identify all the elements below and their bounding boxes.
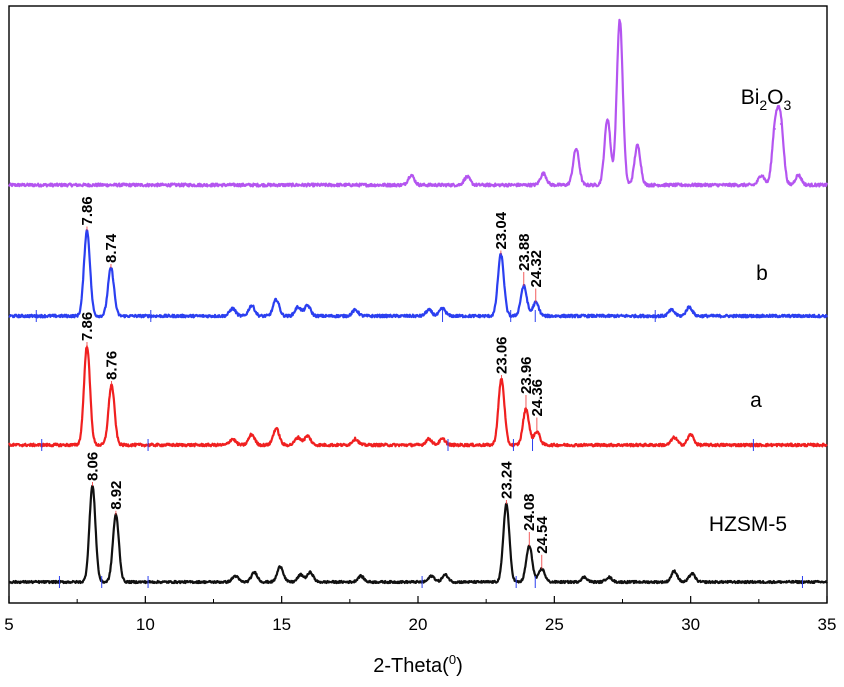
peak-point-bi2o3-10 bbox=[797, 174, 800, 176]
peak-point-bi2o3-6 bbox=[636, 144, 639, 147]
peak-point-bi2o3-9 bbox=[779, 123, 782, 125]
peak-label-b-1: 8.74 bbox=[103, 233, 120, 263]
x-axis-label-main: 2-Theta( bbox=[373, 655, 449, 677]
peak-point-b-9 bbox=[441, 307, 444, 310]
peak-point-hzsm5-15 bbox=[673, 570, 676, 572]
peak-label-a-1: 8.76 bbox=[104, 351, 121, 380]
peak-point-b-2 bbox=[231, 307, 234, 310]
peak-label-hzsm5-3: 24.08 bbox=[521, 493, 538, 531]
peak-point-hzsm5-16 bbox=[691, 572, 693, 575]
peak-point-b-13 bbox=[670, 309, 673, 311]
x-tick-label-1: 10 bbox=[136, 615, 155, 634]
peak-point-hzsm5-9 bbox=[444, 574, 447, 576]
series-line-bi2o3 bbox=[8, 18, 828, 188]
peak-label-a-4: 24.36 bbox=[529, 379, 546, 417]
peak-label-a-0: 7.86 bbox=[79, 312, 96, 341]
peak-point-a-14 bbox=[689, 433, 692, 436]
peak-point-a-9 bbox=[441, 438, 444, 440]
x-tick-label-4: 25 bbox=[545, 615, 564, 634]
peak-label-b-3: 23.88 bbox=[516, 233, 533, 271]
peak-point-hzsm5-5 bbox=[299, 574, 302, 576]
x-tick-label-0: 5 bbox=[4, 615, 13, 634]
peak-point-bi2o3-7 bbox=[760, 174, 763, 176]
x-axis-label-sup: 0 bbox=[449, 652, 456, 667]
peak-point-hzsm5-2 bbox=[234, 575, 237, 577]
x-tick-label-5: 30 bbox=[681, 615, 700, 634]
series-bi2o3: Bi2O3 bbox=[8, 18, 828, 188]
peak-label-hzsm5-1: 8.92 bbox=[108, 481, 125, 510]
peak-point-b-5 bbox=[297, 306, 299, 308]
x-axis-label-close: ) bbox=[456, 655, 463, 677]
peak-point-b-6 bbox=[306, 304, 309, 307]
peak-point-hzsm5-14 bbox=[608, 576, 610, 578]
peak-label-hzsm5-0: 8.06 bbox=[84, 452, 101, 481]
peak-point-a-6 bbox=[306, 435, 309, 437]
peak-point-b-7 bbox=[354, 309, 357, 311]
peak-label-hzsm5-4: 24.54 bbox=[534, 516, 551, 554]
peak-point-a-8 bbox=[428, 438, 430, 440]
x-tick-label-2: 15 bbox=[272, 615, 291, 634]
series-line-hzsm5 bbox=[8, 484, 828, 585]
peak-point-a-4 bbox=[275, 427, 278, 430]
x-tick-label-3: 20 bbox=[409, 615, 428, 634]
peak-point-bi2o3-4 bbox=[606, 118, 609, 120]
peak-label-hzsm5-2: 23.24 bbox=[498, 461, 515, 499]
peak-point-bi2o3-0 bbox=[410, 174, 412, 176]
series-label-a: a bbox=[750, 389, 762, 412]
plot-frame bbox=[8, 5, 828, 604]
peak-label-b-0: 7.86 bbox=[79, 196, 96, 225]
series-line-a bbox=[8, 346, 828, 448]
series-label-hzsm5: HZSM-5 bbox=[709, 513, 787, 536]
peak-point-bi2o3-3 bbox=[575, 147, 577, 150]
peak-point-hzsm5-6 bbox=[309, 571, 312, 574]
peak-point-a-3 bbox=[250, 433, 253, 436]
peak-label-b-4: 24.32 bbox=[528, 250, 545, 288]
series-line-b bbox=[8, 229, 828, 319]
peak-point-hzsm5-4 bbox=[279, 565, 282, 568]
x-axis: 5 10 15 20 25 30 35 bbox=[4, 596, 836, 634]
peak-point-b-8 bbox=[428, 309, 430, 311]
peak-point-hzsm5-8 bbox=[430, 575, 433, 577]
peak-point-bi2o3-8 bbox=[774, 128, 776, 130]
peak-point-b-3 bbox=[250, 304, 253, 307]
peak-label-a-3: 23.96 bbox=[518, 356, 535, 394]
peak-point-hzsm5-13 bbox=[583, 576, 586, 578]
peak-label-a-2: 23.06 bbox=[493, 336, 510, 374]
peak-point-b-4 bbox=[275, 298, 278, 301]
peak-point-a-2 bbox=[231, 438, 234, 440]
peak-point-bi2o3-2 bbox=[542, 172, 545, 175]
x-axis-label: 2-Theta(0) bbox=[373, 652, 463, 677]
peak-point-a-7 bbox=[354, 438, 357, 440]
peak-point-b-14 bbox=[688, 306, 691, 308]
series-label-bi2o3: Bi2O3 bbox=[741, 86, 792, 113]
peak-point-hzsm5-7 bbox=[359, 575, 362, 577]
peak-point-bi2o3-1 bbox=[466, 175, 468, 178]
x-tick-label-6: 35 bbox=[818, 615, 837, 634]
peak-point-hzsm5-3 bbox=[253, 571, 256, 574]
peak-label-b-2: 23.04 bbox=[493, 211, 510, 249]
peak-point-bi2o3-5 bbox=[618, 19, 621, 21]
peak-point-a-5 bbox=[297, 436, 299, 439]
series-label-b: b bbox=[756, 262, 768, 285]
peak-point-a-13 bbox=[673, 436, 676, 439]
